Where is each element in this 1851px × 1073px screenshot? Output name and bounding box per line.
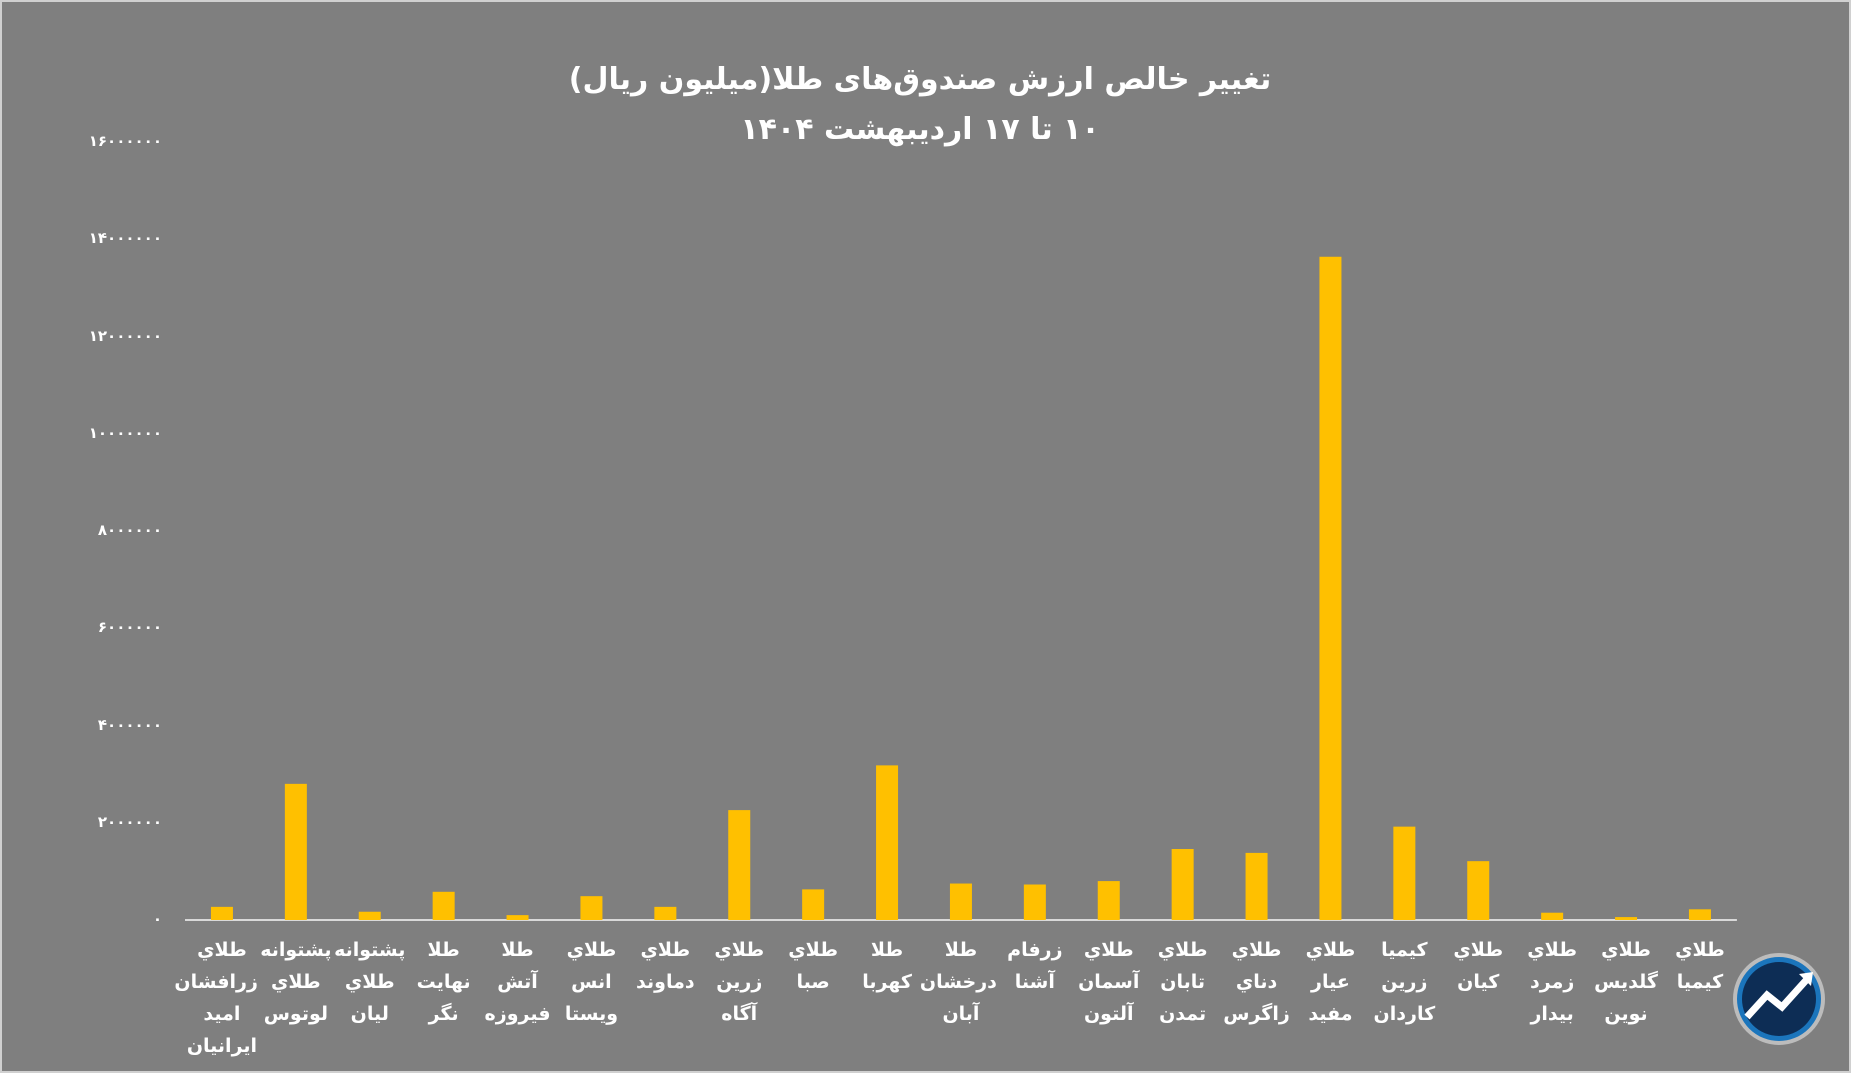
bar [1245, 852, 1268, 920]
x-tick-label: زرفام آشنا [1007, 939, 1063, 993]
x-tick-label: طلاي زمرد بیدار [1527, 939, 1578, 1025]
x-tick-label: طلاي دناي زاگرس [1223, 939, 1290, 1025]
bar [284, 783, 307, 920]
y-tick-label: ۲۰۰۰۰۰۰ [97, 812, 162, 831]
x-tick-label: طلاي انس ویستا [564, 939, 619, 1025]
y-tick-label: ۶۰۰۰۰۰۰ [97, 618, 162, 637]
bar [1688, 909, 1711, 920]
x-tick-label: طلاي کیان [1453, 939, 1504, 993]
bar [1319, 256, 1342, 920]
y-tick-label: ۱۶۰۰۰۰۰۰ [88, 132, 162, 150]
bar [802, 889, 825, 920]
y-tick-label: ۰ [152, 910, 162, 928]
bar [1393, 826, 1416, 920]
bar [949, 883, 972, 920]
logo [1733, 953, 1825, 1045]
x-tick-label: طلا آتش فیروزه [484, 939, 551, 1025]
bar [1615, 917, 1638, 920]
x-tick-label: طلا نهایت نگر [416, 939, 471, 1025]
bar [1171, 849, 1194, 920]
bar [1023, 884, 1046, 920]
bar [876, 765, 899, 920]
bar [506, 915, 529, 920]
x-tick-label: طلاي دماوند [636, 939, 695, 993]
x-tick-label: طلاي صبا [788, 939, 839, 993]
x-tick-label: طلاي کیمیا [1675, 939, 1725, 993]
bar [210, 906, 233, 920]
x-tick-label: پشتوانه طلاي لوتوس [260, 939, 332, 1025]
bar [1541, 912, 1564, 920]
x-tick-label: طلاي عیار مفید [1305, 939, 1356, 1025]
x-tick-label: طلا کهربا [862, 939, 912, 993]
bar [728, 810, 751, 920]
y-tick-label: ۱۲۰۰۰۰۰۰ [88, 326, 162, 345]
x-tick-label: طلاي آسمان آلتون [1078, 939, 1140, 1025]
bar [432, 891, 455, 920]
y-tick-label: ۱۴۰۰۰۰۰۰ [88, 229, 162, 248]
bar [580, 896, 603, 920]
y-tick-label: ۴۰۰۰۰۰۰ [97, 715, 162, 734]
chart-title: تغییر خالص ارزش صندوق‌های طلا(میلیون ریا… [568, 62, 1272, 97]
x-tick-label: طلا درخشان آبان [919, 939, 997, 1025]
y-tick-label: ۱۰۰۰۰۰۰۰ [88, 423, 162, 442]
bar [654, 906, 677, 920]
x-tick-label: طلاي زرافشان امید ایرانیان [174, 939, 258, 1057]
x-tick-label: پشتوانه طلاي لیان [334, 939, 406, 1025]
x-tick-label: طلاي تابان تمدن [1157, 939, 1208, 1025]
chart-subtitle: ۱۰ تا ۱۷ اردیبهشت ۱۴۰۴ [740, 112, 1100, 147]
y-tick-label: ۸۰۰۰۰۰۰ [97, 521, 162, 539]
bar [1467, 861, 1490, 920]
x-tick-label: طلاي زرین آگاه [714, 939, 765, 1025]
x-tick-label: کیمیا زرین کاردان [1373, 939, 1436, 1025]
bar [358, 911, 381, 920]
x-tick-label: طلاي گلدیس نوین [1594, 939, 1658, 1025]
bar [1097, 881, 1120, 920]
